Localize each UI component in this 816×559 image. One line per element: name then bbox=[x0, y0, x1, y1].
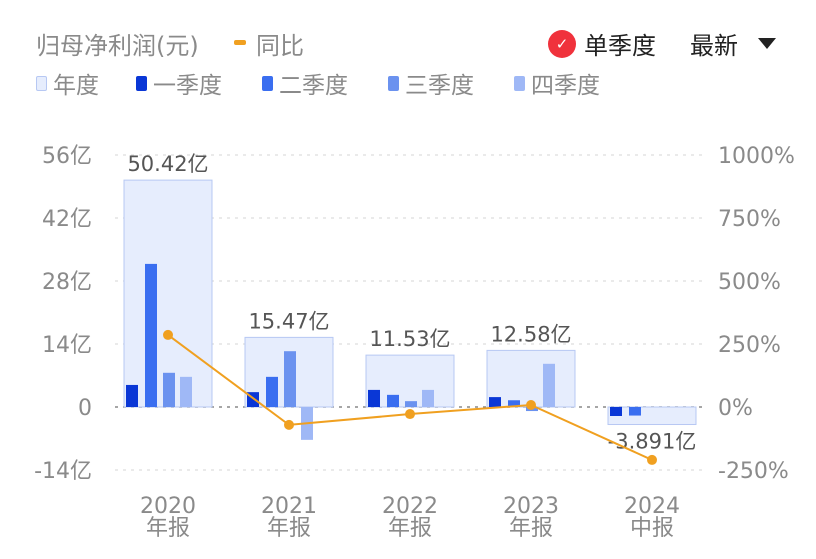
yoy-point bbox=[647, 454, 657, 465]
x-tick-period: 年报 bbox=[146, 516, 190, 541]
legend-q2[interactable]: 二季度 bbox=[262, 66, 348, 100]
x-tick-year: 2023 bbox=[503, 494, 559, 519]
quarter-bar bbox=[145, 263, 157, 407]
sort-select[interactable]: 最新 bbox=[690, 26, 776, 61]
legend-q4[interactable]: 四季度 bbox=[514, 66, 600, 100]
right-tick-label: -250% bbox=[718, 459, 789, 484]
legend-swatch bbox=[262, 75, 273, 91]
quarter-bar bbox=[180, 376, 192, 407]
right-tick-label: 1000% bbox=[718, 144, 795, 169]
x-tick-period: 年报 bbox=[267, 516, 311, 541]
legend-label: 四季度 bbox=[531, 73, 600, 99]
x-tick-year: 2021 bbox=[261, 494, 317, 519]
single-quarter-label: 单季度 bbox=[584, 32, 656, 60]
legend-label: 一季度 bbox=[153, 73, 222, 99]
check-icon: ✓ bbox=[548, 29, 576, 58]
annual-value-label: 12.58亿 bbox=[490, 322, 571, 346]
left-tick-label: 28亿 bbox=[42, 270, 92, 295]
annual-value-label: 50.42亿 bbox=[127, 152, 208, 176]
x-tick-period: 中报 bbox=[630, 516, 674, 541]
quarter-bar bbox=[508, 400, 520, 407]
legend-label: 年度 bbox=[53, 73, 99, 99]
chart-title: 归母净利润(元) bbox=[36, 32, 199, 60]
legend-label: 二季度 bbox=[279, 73, 348, 99]
quarter-bar bbox=[163, 372, 175, 407]
yoy-point bbox=[405, 409, 415, 420]
quarter-bar bbox=[405, 401, 417, 407]
yoy-point bbox=[163, 329, 173, 340]
left-tick-label: 42亿 bbox=[42, 207, 92, 232]
quarter-bar bbox=[543, 363, 555, 407]
legend-q1[interactable]: 一季度 bbox=[136, 66, 222, 100]
legend-label: 三季度 bbox=[405, 73, 474, 99]
yoy-legend-icon bbox=[234, 40, 246, 45]
x-tick-year: 2022 bbox=[382, 494, 438, 519]
right-tick-label: 750% bbox=[718, 207, 781, 232]
legend-swatch bbox=[36, 75, 47, 91]
quarter-bar bbox=[610, 407, 622, 416]
yoy-legend-label: 同比 bbox=[256, 32, 304, 60]
caret-down-icon bbox=[758, 38, 776, 49]
quarter-bar bbox=[284, 351, 296, 407]
quarter-bar bbox=[266, 376, 278, 407]
legend-swatch bbox=[514, 75, 525, 91]
right-tick-label: 500% bbox=[718, 270, 781, 295]
right-tick-label: 250% bbox=[718, 333, 781, 358]
single-quarter-toggle[interactable]: ✓ 单季度 bbox=[548, 26, 656, 61]
sort-select-value: 最新 bbox=[690, 32, 738, 60]
quarter-bar bbox=[126, 384, 138, 407]
right-tick-label: 0% bbox=[718, 396, 753, 421]
annual-value-label: -3.891亿 bbox=[608, 430, 697, 454]
quarter-bar bbox=[489, 397, 501, 407]
yoy-point bbox=[526, 399, 536, 410]
annual-bar bbox=[123, 179, 213, 408]
left-tick-label: 0 bbox=[78, 396, 92, 421]
annual-bar bbox=[486, 349, 576, 408]
quarter-bar bbox=[368, 389, 380, 407]
x-tick-period: 年报 bbox=[388, 516, 432, 541]
left-tick-label: 14亿 bbox=[42, 333, 92, 358]
legend-q3[interactable]: 三季度 bbox=[388, 66, 474, 100]
annual-value-label: 15.47亿 bbox=[248, 309, 329, 333]
quarter-bar bbox=[629, 407, 641, 416]
yoy-point bbox=[284, 419, 294, 430]
x-tick-year: 2020 bbox=[140, 494, 196, 519]
legend-annual[interactable]: 年度 bbox=[36, 66, 99, 100]
quarter-bar bbox=[387, 394, 399, 407]
left-tick-label: 56亿 bbox=[42, 144, 92, 169]
legend-swatch bbox=[136, 75, 147, 91]
left-tick-label: -14亿 bbox=[34, 459, 92, 484]
legend-swatch bbox=[388, 75, 399, 91]
annual-bar bbox=[365, 354, 455, 408]
quarter-bar bbox=[422, 389, 434, 407]
annual-value-label: 11.53亿 bbox=[369, 327, 450, 351]
x-tick-year: 2024 bbox=[624, 494, 680, 519]
x-tick-period: 年报 bbox=[509, 516, 553, 541]
